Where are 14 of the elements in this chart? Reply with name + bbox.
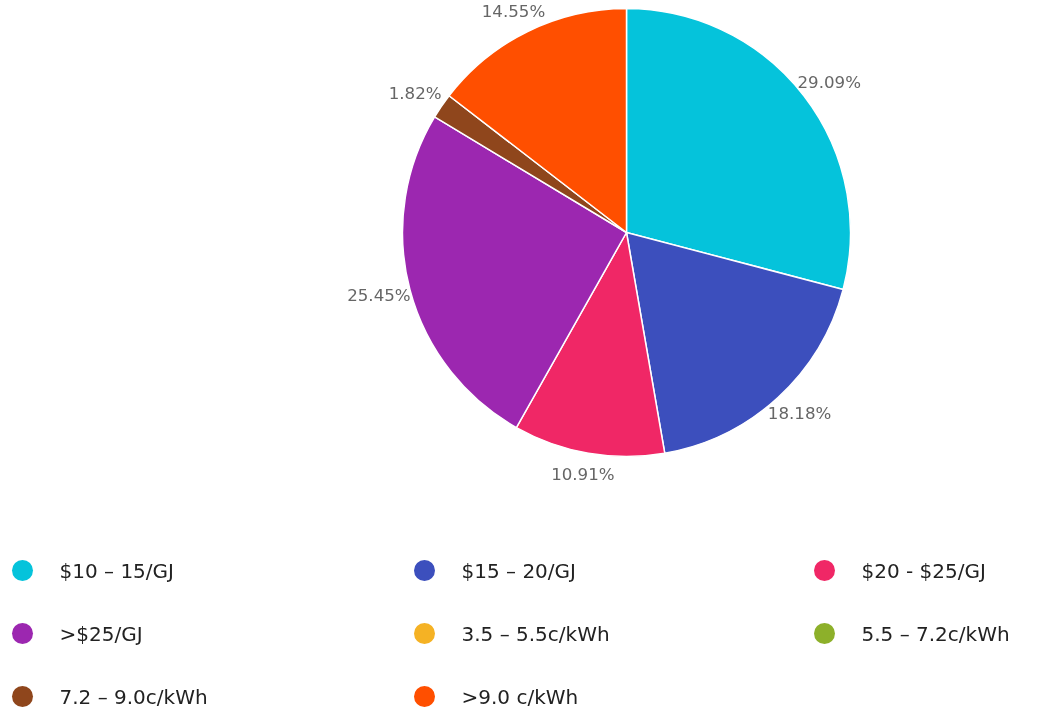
data-label: 18.18% [767,404,832,424]
data-label: 1.82% [388,84,442,104]
legend-label: 7.2 – 9.0c/kWh [59,684,208,709]
legend-label: $20 - $25/GJ [861,558,986,583]
data-label: 14.55% [481,2,546,22]
legend-label: 5.5 – 7.2c/kWh [861,621,1010,646]
data-label: 10.91% [551,465,615,485]
legend-label: $10 – 15/GJ [59,558,174,583]
data-label: 29.09% [797,72,861,92]
legend-label: >$25/GJ [59,621,143,646]
data-label: 25.45% [347,285,411,305]
legend-label: >9.0 c/kWh [461,684,579,709]
legend-label: 3.5 – 5.5c/kWh [461,621,610,646]
legend-label: $15 – 20/GJ [461,558,576,583]
